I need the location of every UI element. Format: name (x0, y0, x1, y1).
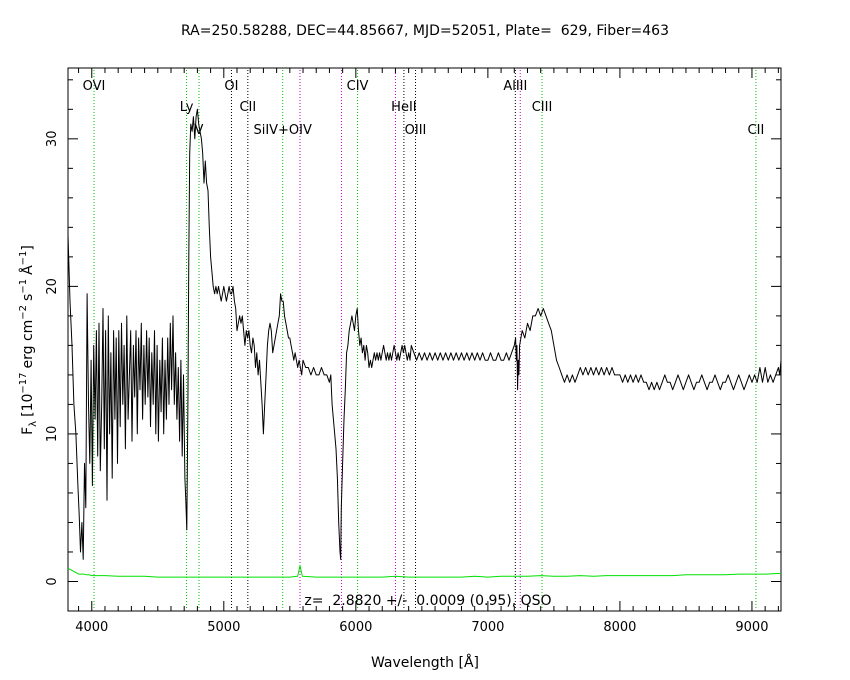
plot-frame (67, 67, 782, 612)
x-tick-label: 7000 (471, 620, 504, 635)
redshift-annotation: z= 2.8820 +/- 0.0009 (0.95), QSO (304, 593, 551, 609)
x-tick-label: 5000 (207, 620, 240, 635)
y-label-erg-cm: erg cm (20, 320, 36, 369)
y-label-exp2: −2 (18, 305, 29, 320)
line-label-3: OI (224, 79, 238, 94)
plot-area: OVILyVOICIISiIV+OIVCIVHeIIOIIIAlIIICIIIC… (45, 67, 782, 635)
y-axis-ticks: 0 10 20 30 (45, 79, 781, 586)
y-axis-label: Fλ[10−17erg cm−2s−1Å−1] (18, 245, 39, 435)
line-label-1: Ly (180, 100, 194, 115)
y-label-lambda: λ (28, 421, 39, 427)
x-tick-label: 9000 (735, 620, 768, 635)
y-label-open: [10 (20, 394, 36, 417)
y-label-s: s (20, 294, 36, 301)
line-label-14: CIII (532, 100, 553, 115)
y-tick-label: 30 (45, 131, 60, 148)
y-label-exp1: −17 (18, 373, 29, 394)
error-series-line (67, 564, 782, 578)
y-label-exp3: −1 (18, 279, 29, 294)
chart-title: RA=250.58288, DEC=44.85667, MJD=52051, P… (181, 23, 669, 39)
x-axis-label: Wavelength [Å] (371, 654, 479, 671)
y-label-f: F (20, 427, 36, 435)
line-label-8: CIV (347, 79, 369, 94)
line-label-15: CII (748, 123, 765, 138)
y-tick-label: 0 (45, 577, 60, 585)
x-tick-label: 6000 (339, 620, 372, 635)
y-tick-label: 20 (45, 278, 60, 295)
line-label-12: AlIII (503, 79, 527, 94)
line-label-10: HeII (391, 100, 416, 115)
x-tick-label: 8000 (603, 620, 636, 635)
line-label-11: OIII (405, 123, 427, 138)
flux-series-line (67, 108, 782, 560)
emission-line-markers (93, 70, 757, 609)
error-series (67, 564, 782, 578)
y-tick-label: 10 (45, 426, 60, 443)
line-label-0: OVI (83, 79, 106, 94)
y-label-exp4: −1 (18, 251, 29, 266)
line-label-2: V (195, 123, 204, 138)
flux-series (67, 108, 782, 560)
y-label-close: ] (20, 245, 36, 250)
line-label-4: CII (239, 100, 256, 115)
emission-line-labels: OVILyVOICIISiIV+OIVCIVHeIIOIIIAlIIICIIIC… (83, 79, 765, 138)
line-label-5: SiIV+OIV (253, 123, 312, 138)
x-axis-ticks: 4000 5000 6000 7000 8000 9000 (75, 68, 779, 635)
x-tick-label: 4000 (75, 620, 108, 635)
y-label-angstrom: Å (19, 265, 36, 275)
